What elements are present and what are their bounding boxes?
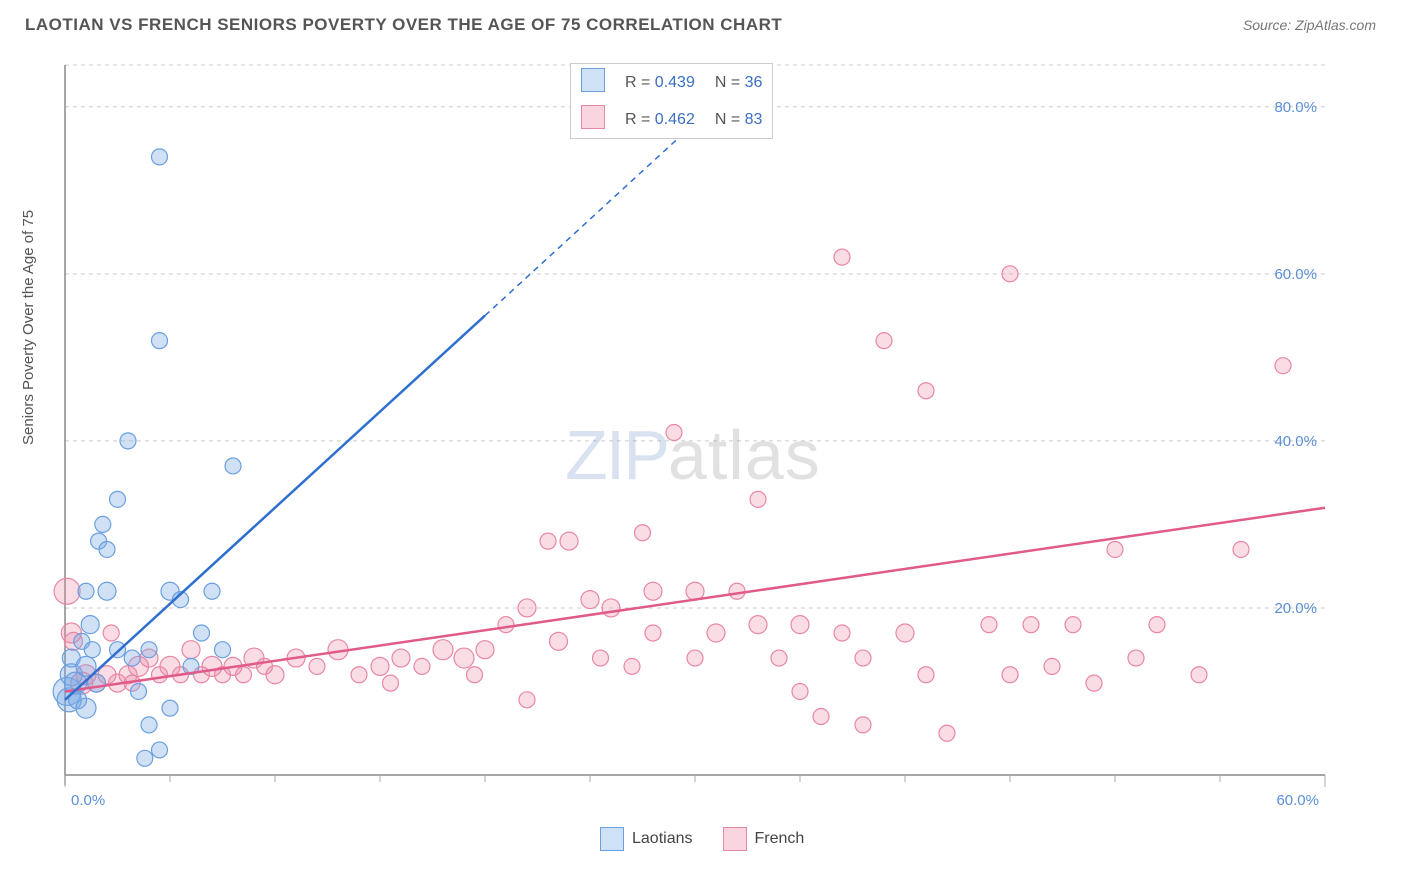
y-axis-label: Seniors Poverty Over the Age of 75 [20,210,37,445]
swatch-laotians-icon [600,827,624,851]
svg-text:20.0%: 20.0% [1274,600,1317,617]
swatch-french-icon [581,105,605,129]
svg-text:60.0%: 60.0% [1276,792,1319,809]
chart-area: Seniors Poverty Over the Age of 75 20.0%… [25,45,1381,845]
swatch-french-icon [723,827,747,851]
source-label: Source: ZipAtlas.com [1243,17,1376,33]
series-legend: Laotians French [600,827,804,851]
legend-item-laotians: Laotians [600,827,693,851]
scatter-svg: 20.0% 40.0% 60.0% 80.0% 0.0% 60.0% [25,45,1381,845]
legend-label: French [755,830,805,848]
svg-text:80.0%: 80.0% [1274,99,1317,116]
swatch-laotians-icon [581,68,605,92]
svg-text:60.0%: 60.0% [1274,266,1317,283]
stats-legend: R = 0.439 N = 36 R = 0.462 N = 83 [570,63,773,139]
legend-item-french: French [723,827,805,851]
svg-text:0.0%: 0.0% [71,792,105,809]
chart-title: LAOTIAN VS FRENCH SENIORS POVERTY OVER T… [25,15,782,35]
svg-text:40.0%: 40.0% [1274,433,1317,450]
legend-label: Laotians [632,830,693,848]
